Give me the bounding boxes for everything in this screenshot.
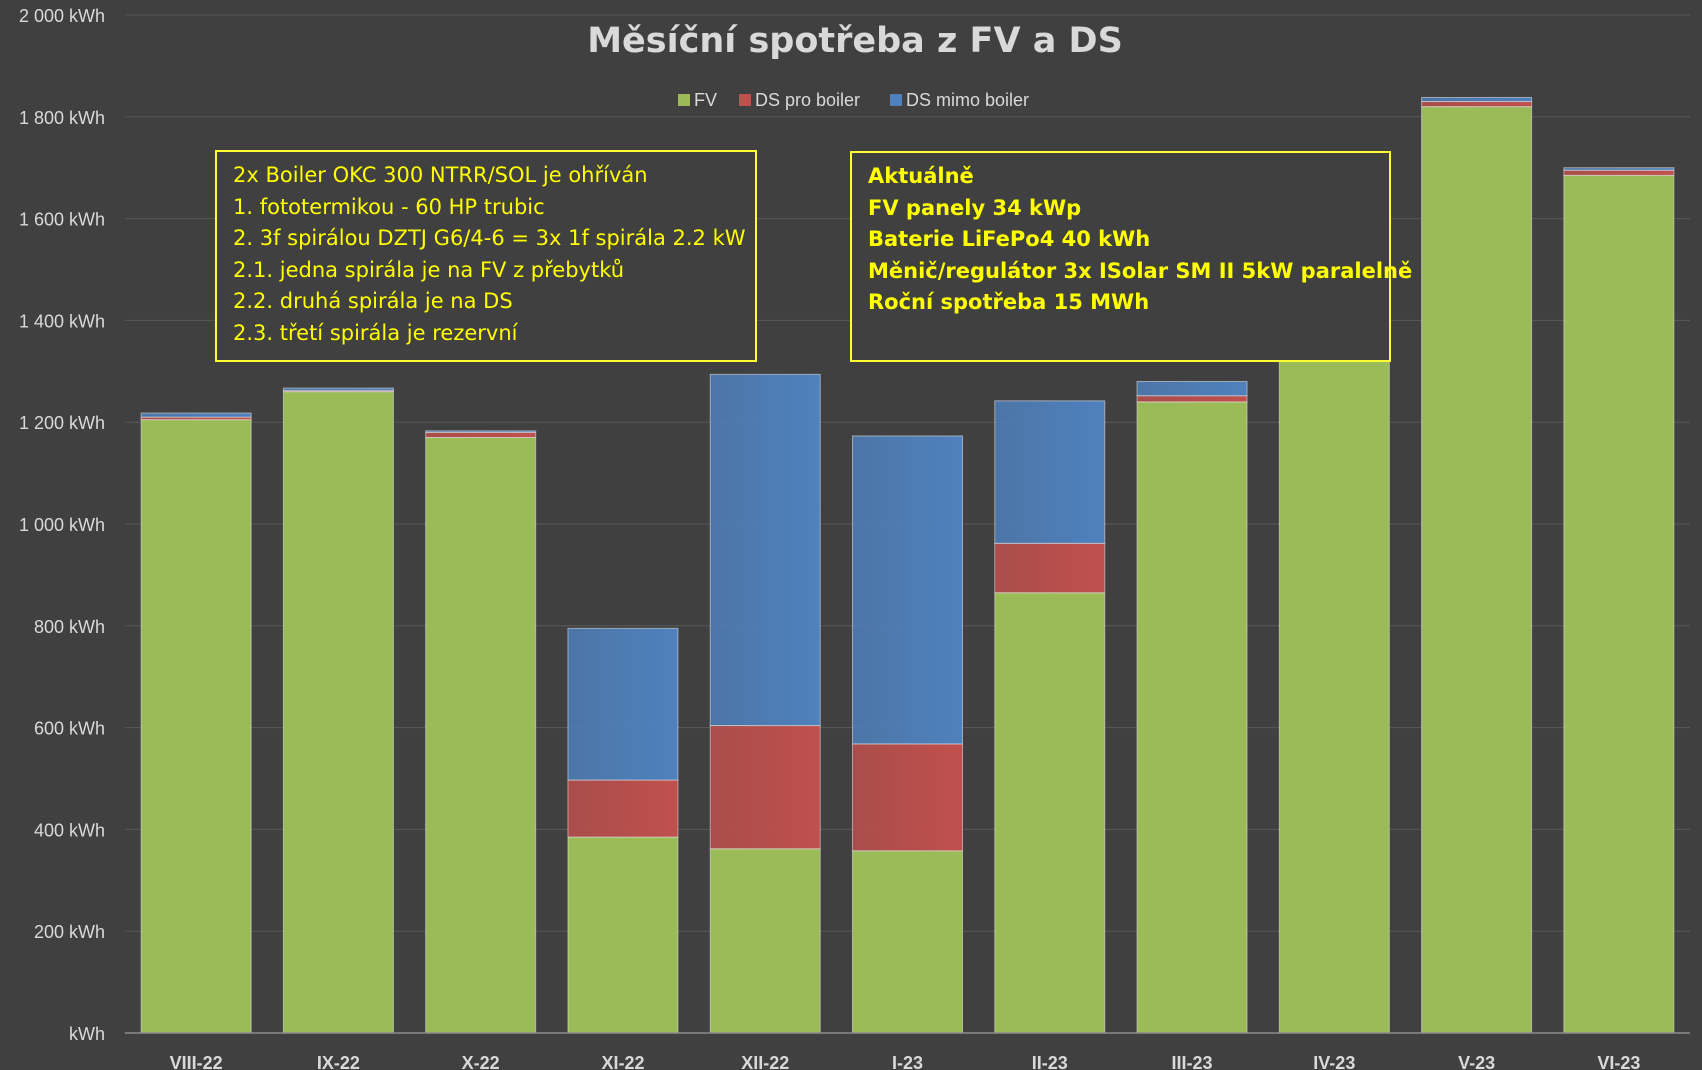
y-tick-label: 1 400 kWh xyxy=(19,311,105,331)
legend-label: DS mimo boiler xyxy=(906,90,1029,110)
boiler-note-line: 1. fototermikou - 60 HP trubic xyxy=(233,194,545,219)
x-tick-label: III-23 xyxy=(1172,1053,1213,1070)
x-tick-label: X-22 xyxy=(462,1053,500,1070)
y-tick-label: 1 600 kWh xyxy=(19,210,105,230)
y-tick-label: 200 kWh xyxy=(34,922,105,942)
y-tick-label: 400 kWh xyxy=(34,820,105,840)
y-tick-label: 2 000 kWh xyxy=(19,6,105,26)
bar-segment-ds-mimo-boiler xyxy=(1563,167,1675,171)
legend-swatch xyxy=(739,94,751,106)
current-note-line: Baterie LiFePo4 40 kWh xyxy=(868,227,1151,251)
legend-swatch xyxy=(678,94,690,106)
boiler-note-line: 2x Boiler OKC 300 NTRR/SOL je ohříván xyxy=(233,163,648,187)
current-note-line: Měnič/regulátor 3x ISolar SM II 5kW para… xyxy=(868,258,1413,283)
boiler-info-box: 2x Boiler OKC 300 NTRR/SOL je ohříván 1.… xyxy=(215,150,757,362)
y-tick-label: 1 200 kWh xyxy=(19,413,105,433)
bar-segment-fv xyxy=(1421,106,1533,1034)
bar-segment-ds-mimo-boiler xyxy=(140,412,252,418)
x-tick-label: VI-23 xyxy=(1597,1053,1640,1070)
y-tick-label: 600 kWh xyxy=(34,719,105,739)
boiler-note-line: 2. 3f spirálou DZTJ G6/4-6 = 3x 1f spirá… xyxy=(233,226,746,250)
y-tick-label: 800 kWh xyxy=(34,617,105,637)
bar-segment-fv xyxy=(567,836,679,1034)
bar-segment-ds-mimo-boiler xyxy=(282,387,394,392)
bar-segment-fv xyxy=(709,848,821,1034)
bar-segment-ds-mimo-boiler xyxy=(1421,96,1533,103)
bar-segment-ds-pro-boiler xyxy=(994,542,1106,594)
bar-segment-fv xyxy=(282,391,394,1034)
bar-segment-fv xyxy=(1136,401,1248,1034)
boiler-note-line: 2.1. jedna spirála je na FV z přebytků xyxy=(233,257,625,282)
x-tick-label: IV-23 xyxy=(1313,1053,1355,1070)
y-tick-label: 1 800 kWh xyxy=(19,108,105,128)
current-note-line: FV panely 34 kWp xyxy=(868,195,1082,220)
legend-swatch xyxy=(890,94,902,106)
bar-segment-ds-pro-boiler xyxy=(1136,395,1248,403)
legend-label: DS pro boiler xyxy=(755,90,860,110)
bar-segment-ds-pro-boiler xyxy=(709,725,821,850)
current-note-line: Aktuálně xyxy=(868,164,974,188)
bar-segment-ds-pro-boiler xyxy=(425,431,537,438)
x-tick-label: XII-22 xyxy=(741,1053,789,1070)
bar-segment-ds-mimo-boiler xyxy=(425,430,537,433)
bar-segment-fv xyxy=(994,592,1106,1034)
bar-segment-fv xyxy=(1278,355,1390,1034)
x-tick-label: VIII-22 xyxy=(170,1053,223,1070)
x-tick-label: I-23 xyxy=(892,1053,923,1070)
current-setup-box: Aktuálně FV panely 34 kWp Baterie LiFePo… xyxy=(850,151,1413,362)
x-tick-label: IX-22 xyxy=(317,1053,360,1070)
current-note-line: Roční spotřeba 15 MWh xyxy=(868,290,1150,314)
x-tick-label: V-23 xyxy=(1458,1053,1495,1070)
chart-title: Měsíční spotřeba z FV a DS xyxy=(587,21,1123,61)
bar-segment-ds-mimo-boiler xyxy=(994,400,1106,544)
bar-segment-ds-mimo-boiler xyxy=(709,373,821,727)
bar-segment-fv xyxy=(852,850,963,1034)
x-tick-label: II-23 xyxy=(1032,1053,1068,1070)
bar-segment-ds-pro-boiler xyxy=(1421,101,1533,108)
bar-segment-fv xyxy=(140,419,252,1034)
x-tick-label: XI-22 xyxy=(601,1053,644,1070)
bar-segment-ds-pro-boiler xyxy=(1563,169,1675,176)
bar-segment-ds-mimo-boiler xyxy=(567,627,679,781)
y-tick-label: 1 000 kWh xyxy=(19,515,105,535)
bar-segment-fv xyxy=(425,436,537,1034)
bar-segment-ds-mimo-boiler xyxy=(852,435,963,745)
bar-segment-fv xyxy=(1563,174,1675,1034)
boiler-note-line: 2.3. třetí spirála je rezervní xyxy=(233,320,518,345)
bar-segment-ds-pro-boiler xyxy=(567,779,679,838)
legend-label: FV xyxy=(694,90,717,110)
bar-segment-ds-mimo-boiler xyxy=(1136,380,1248,397)
y-tick-label: kWh xyxy=(69,1024,105,1044)
boiler-note-line: 2.2. druhá spirála je na DS xyxy=(233,289,513,313)
bar-segment-ds-pro-boiler xyxy=(852,743,963,852)
